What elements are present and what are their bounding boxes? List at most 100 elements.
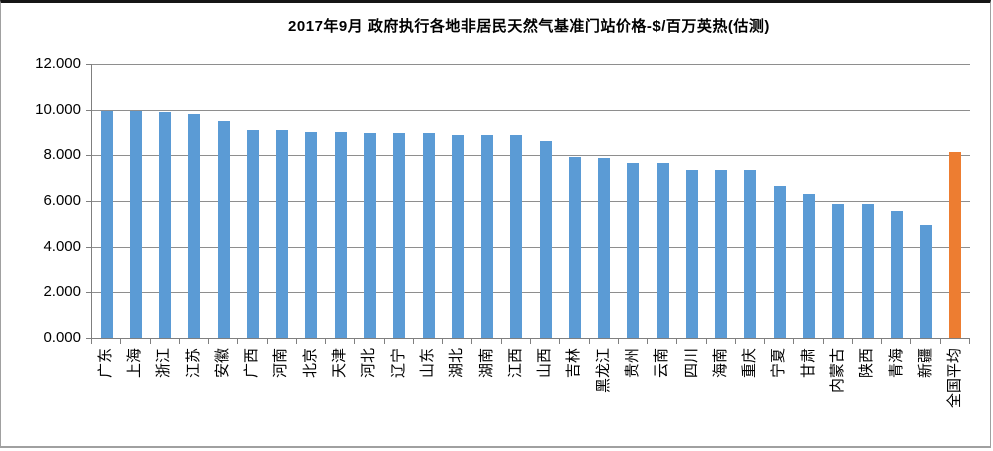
x-label-cell: 黑龙江 xyxy=(589,348,618,450)
x-axis-label: 新疆 xyxy=(916,348,934,379)
bar-slot xyxy=(209,64,238,338)
x-axis-label: 辽宁 xyxy=(389,348,407,379)
bar-slot xyxy=(765,64,794,338)
y-axis-tick xyxy=(86,155,91,157)
x-axis-tick xyxy=(502,339,531,344)
bar-slot xyxy=(414,64,443,338)
bar-青海 xyxy=(890,211,903,338)
y-axis-tick xyxy=(86,64,91,65)
x-axis-tick xyxy=(619,339,649,344)
x-label-cell: 四川 xyxy=(677,348,706,450)
bar-slot xyxy=(531,64,560,338)
x-axis-tick xyxy=(941,339,970,344)
y-axis-tick-label: 8.000 xyxy=(43,146,81,164)
x-axis-tick xyxy=(297,339,327,344)
x-axis-tick xyxy=(209,339,239,344)
bar-广西 xyxy=(246,130,259,338)
bar-slot xyxy=(619,64,648,338)
x-axis-tick xyxy=(92,339,122,344)
bar-slot xyxy=(472,64,501,338)
x-axis-tick xyxy=(736,339,766,344)
bar-slot xyxy=(853,64,882,338)
x-axis-label: 陕西 xyxy=(858,348,876,379)
bar-宁夏 xyxy=(773,185,786,338)
x-axis-label: 山东 xyxy=(418,348,436,379)
y-axis-tick-label: 12.000 xyxy=(35,55,81,72)
bar-贵州 xyxy=(627,162,640,338)
x-axis-label: 贵州 xyxy=(623,348,641,379)
x-axis-label: 江苏 xyxy=(184,348,202,379)
x-label-cell: 安徽 xyxy=(208,348,237,450)
x-label-cell: 河南 xyxy=(267,348,296,450)
x-axis-label: 甘肃 xyxy=(799,348,817,379)
x-axis-label: 河北 xyxy=(360,348,378,379)
x-axis-ticks xyxy=(91,339,970,344)
x-axis-tick xyxy=(238,339,268,344)
x-label-cell: 山西 xyxy=(530,348,559,450)
x-label-cell: 全国平均 xyxy=(941,348,970,450)
x-axis-tick xyxy=(765,339,795,344)
x-axis-tick xyxy=(794,339,824,344)
x-axis-label: 上海 xyxy=(125,348,143,379)
x-axis-tick xyxy=(121,339,151,344)
bar-山东 xyxy=(422,133,435,338)
x-axis-label: 全国平均 xyxy=(946,348,964,409)
bar-吉林 xyxy=(568,157,581,338)
gridline xyxy=(92,201,970,202)
x-label-cell: 天津 xyxy=(325,348,354,450)
bar-slot xyxy=(238,64,267,338)
y-axis-tick xyxy=(86,292,91,294)
x-label-cell: 江苏 xyxy=(179,348,208,450)
bar-海南 xyxy=(715,170,728,338)
bar-山西 xyxy=(539,141,552,338)
bar-云南 xyxy=(656,163,669,338)
bar-新疆 xyxy=(920,224,933,338)
bars-group xyxy=(92,64,970,338)
x-axis-label: 河南 xyxy=(272,348,290,379)
x-label-cell: 甘肃 xyxy=(794,348,823,450)
bar-slot xyxy=(590,64,619,338)
x-axis-label: 黑龙江 xyxy=(594,348,612,394)
x-axis-label: 江西 xyxy=(506,348,524,379)
gridline xyxy=(92,109,970,111)
x-axis-tick xyxy=(385,339,414,344)
bar-slot xyxy=(355,64,384,338)
chart-title: 2017年9月 政府执行各地非居民天然气基准门站价格-$/百万英热(估测) xyxy=(288,18,770,35)
x-axis-tick xyxy=(472,339,502,344)
x-axis-tick xyxy=(414,339,444,344)
x-axis-tick xyxy=(824,339,853,344)
x-axis-label: 广西 xyxy=(243,348,261,379)
x-axis-label: 安徽 xyxy=(213,348,231,379)
x-axis-label: 云南 xyxy=(653,348,671,379)
bar-内蒙古 xyxy=(832,203,845,338)
bar-slot xyxy=(882,64,911,338)
bar-slot xyxy=(443,64,472,338)
x-axis-label: 青海 xyxy=(887,348,905,379)
x-axis-tick xyxy=(677,339,707,344)
x-axis-label: 广东 xyxy=(96,348,114,379)
x-label-cell: 湖北 xyxy=(443,348,472,450)
bar-slot xyxy=(297,64,326,338)
x-label-cell: 江西 xyxy=(501,348,530,450)
bar-北京 xyxy=(305,131,318,338)
x-label-cell: 贵州 xyxy=(618,348,647,450)
bar-slot xyxy=(677,64,706,338)
y-axis-tick xyxy=(86,246,91,248)
x-label-cell: 青海 xyxy=(882,348,911,450)
x-axis-label: 内蒙古 xyxy=(829,348,847,394)
bar-slot xyxy=(911,64,940,338)
y-axis-tick-label: 4.000 xyxy=(43,237,81,255)
bar-天津 xyxy=(334,132,347,338)
x-axis-label: 宁夏 xyxy=(770,348,788,379)
bar-广东 xyxy=(100,110,113,338)
bar-陕西 xyxy=(861,203,874,338)
gridline xyxy=(92,64,970,65)
bar-slot xyxy=(385,64,414,338)
x-axis-tick xyxy=(151,339,180,344)
bar-slot xyxy=(941,64,970,338)
x-label-cell: 浙江 xyxy=(150,348,179,450)
x-axis-tick xyxy=(180,339,210,344)
bar-slot xyxy=(560,64,589,338)
x-axis-label: 四川 xyxy=(682,348,700,379)
